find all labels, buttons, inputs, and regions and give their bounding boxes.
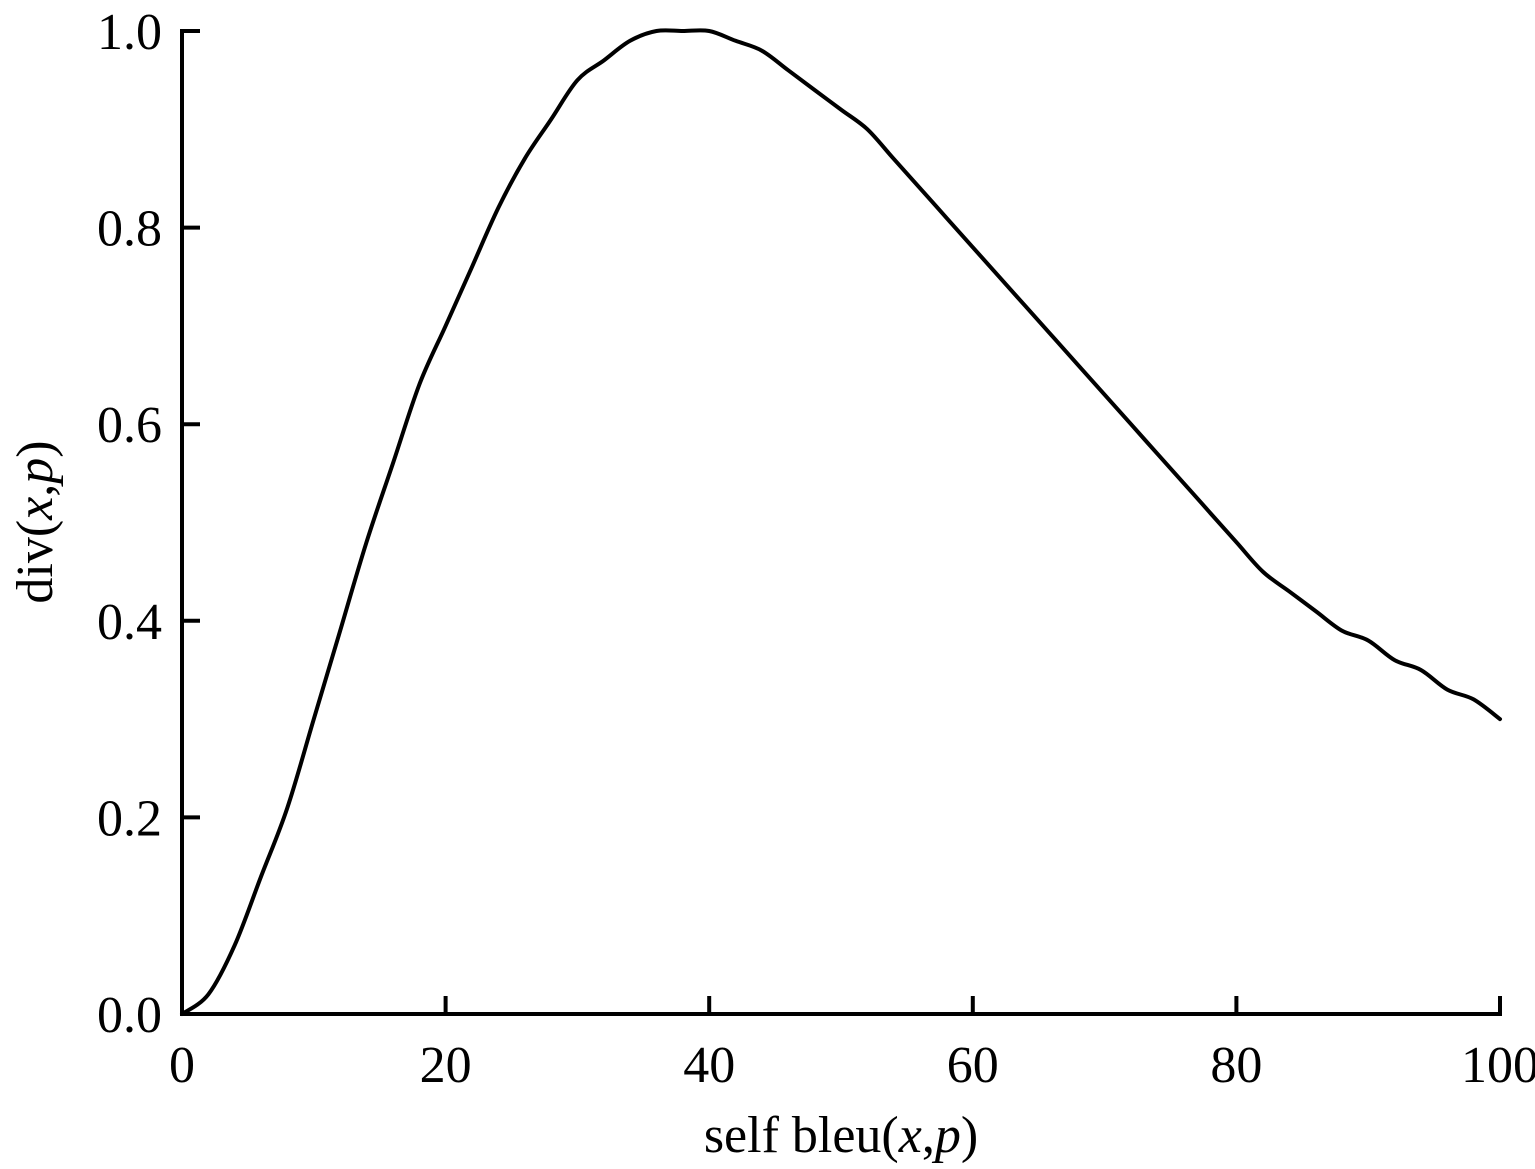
y-tick-label: 0.6 (97, 397, 162, 454)
y-tick-label: 0.0 (97, 987, 162, 1044)
x-tick-label: 20 (420, 1037, 472, 1094)
y-axis-title: div(x,p) (7, 440, 64, 603)
y-tick-label: 0.2 (97, 790, 162, 847)
x-tick-label: 80 (1210, 1037, 1262, 1094)
x-axis-ticks: 0 20 40 60 80 100 (169, 996, 1535, 1094)
series-line (180, 28, 1502, 1016)
x-tick-label: 40 (683, 1037, 735, 1094)
x-tick-label: 0 (169, 1037, 195, 1094)
y-axis-ticks: 0.0 0.2 0.4 0.6 0.8 1.0 (97, 4, 200, 1044)
y-tick-label: 0.8 (97, 201, 162, 258)
y-tick-label: 1.0 (97, 4, 162, 61)
y-tick-label: 0.4 (97, 594, 162, 651)
x-axis-title: self bleu(x,p) (704, 1107, 978, 1164)
x-tick-label: 100 (1461, 1037, 1535, 1094)
x-tick-label: 60 (947, 1037, 999, 1094)
